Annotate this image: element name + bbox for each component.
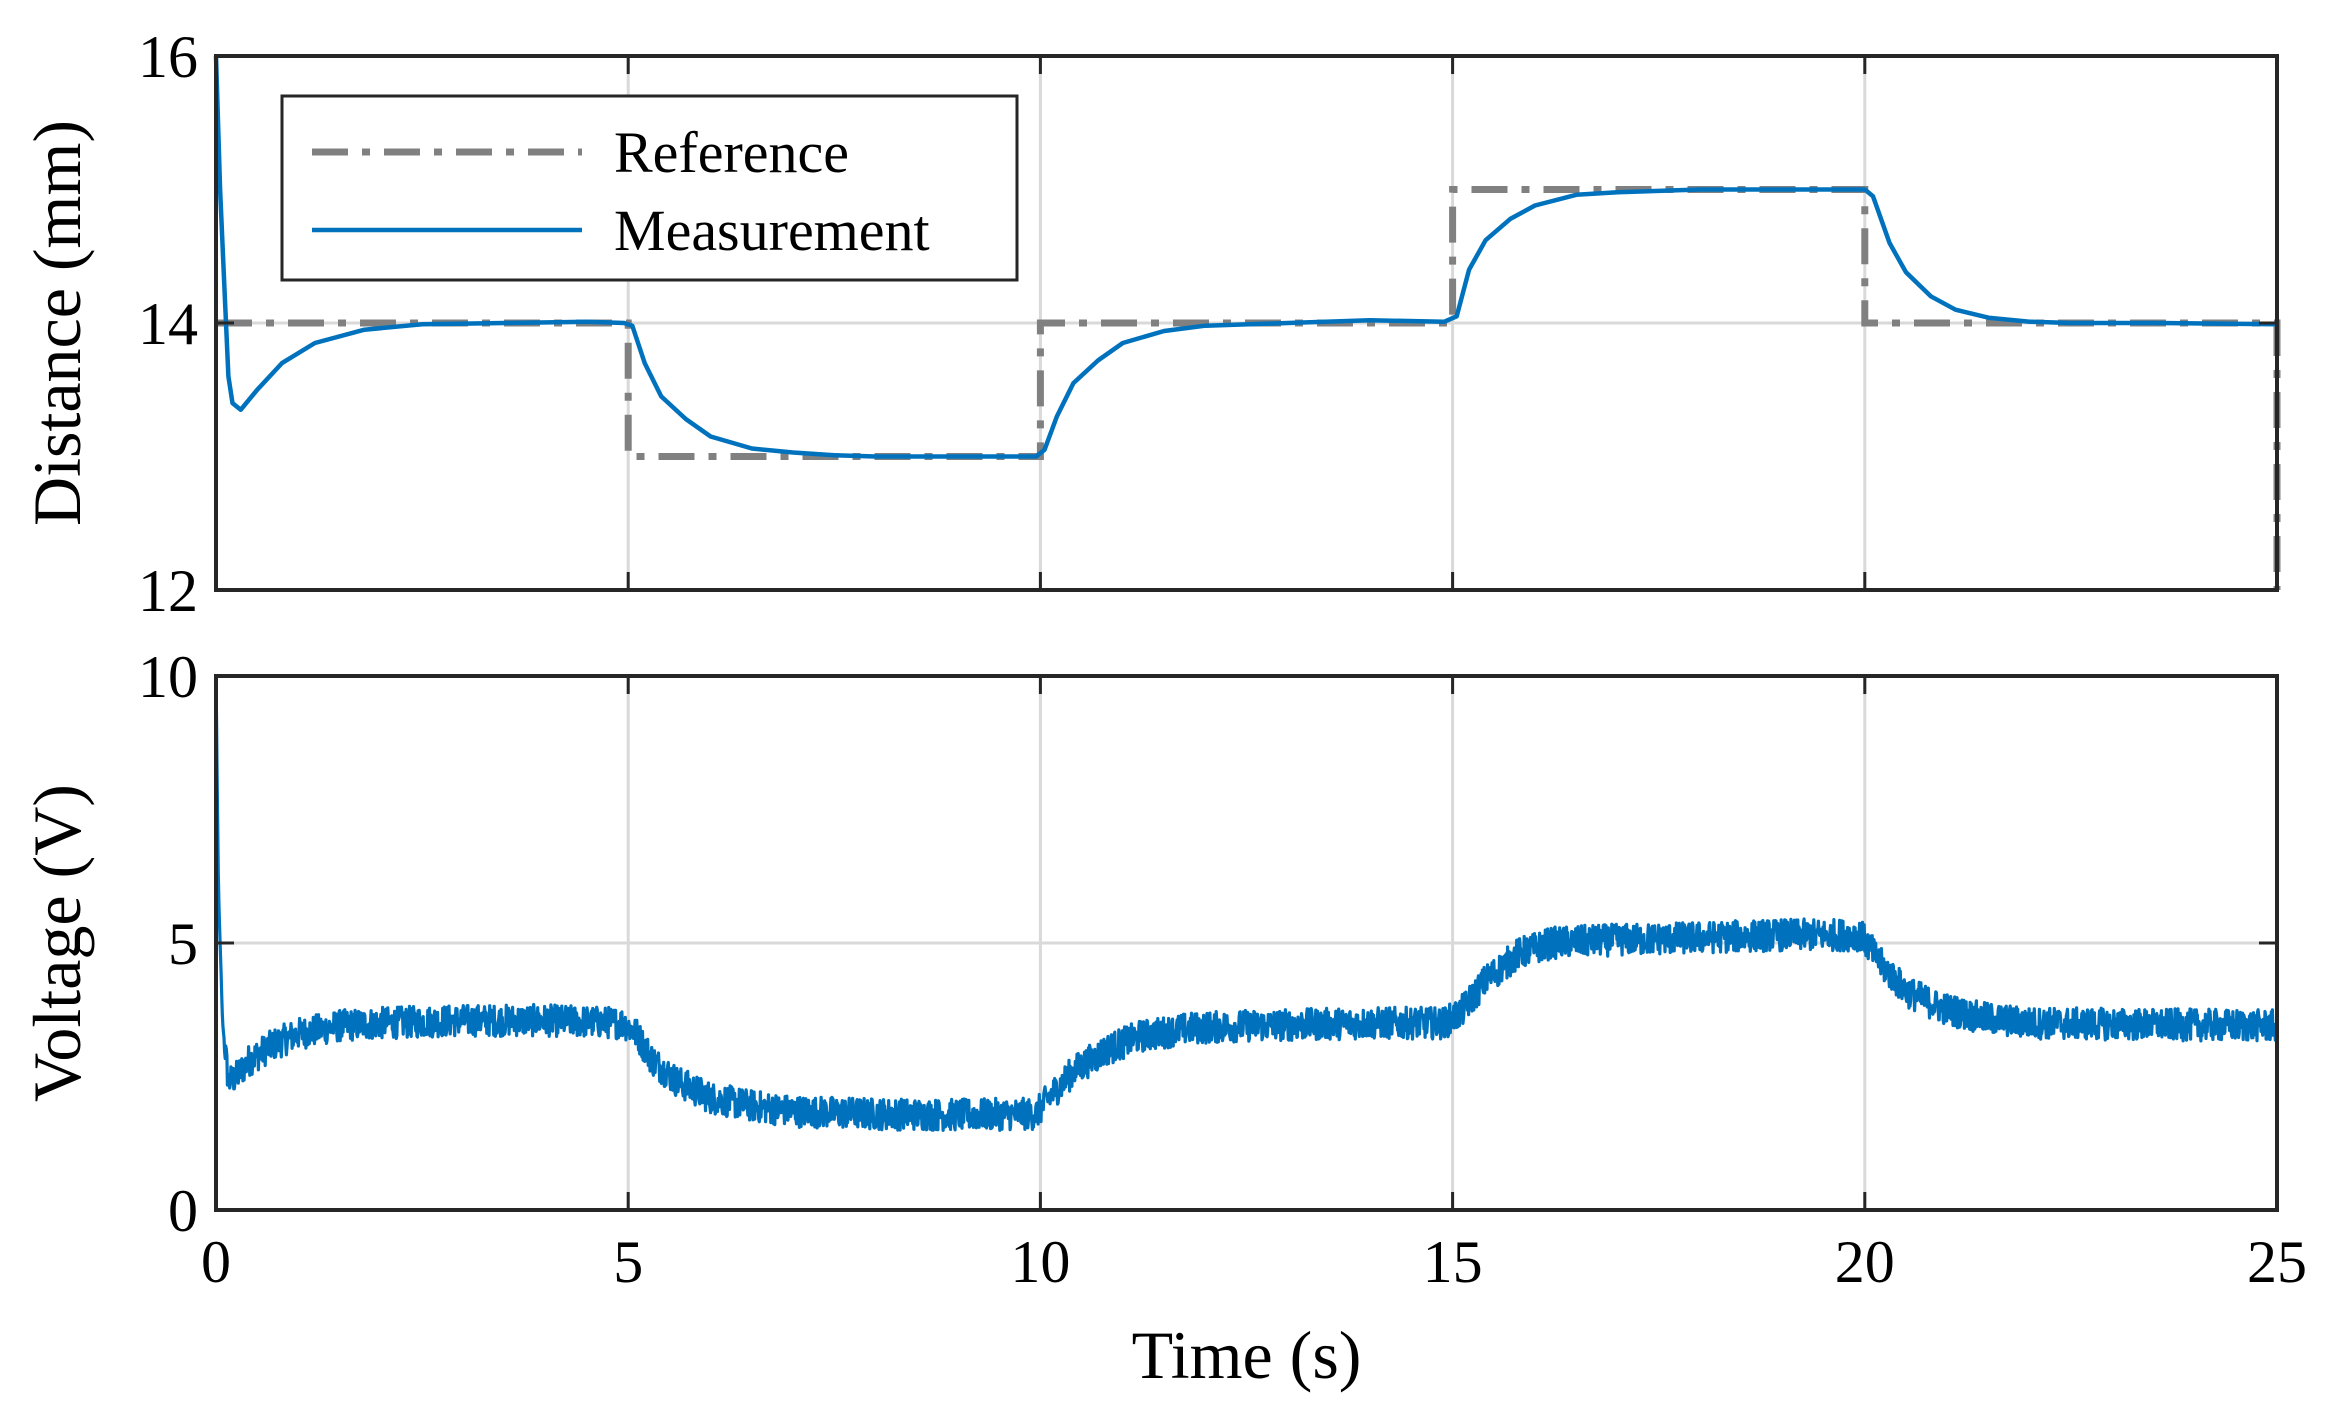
voltage-xtick-label: 25	[2247, 1229, 2307, 1295]
distance-ytick-label: 14	[138, 291, 198, 357]
voltage-xtick-label: 5	[613, 1229, 643, 1295]
voltage-y-axis-label: Voltage (V)	[19, 784, 95, 1102]
voltage-series-voltage	[214, 675, 2279, 1132]
voltage-panel: 0 5 10 15 20 25 0 5 10 Voltage (V) Time (s)	[19, 644, 2307, 1393]
distance-ytick-label: 16	[138, 24, 198, 90]
time-x-axis-label: Time (s)	[1132, 1317, 1362, 1393]
legend-label-measurement: Measurement	[614, 198, 930, 263]
voltage-ytick-label: 10	[138, 644, 198, 710]
voltage-xtick-label: 0	[201, 1229, 231, 1295]
voltage-ytick-label: 0	[168, 1178, 198, 1244]
voltage-ytick-label: 5	[168, 911, 198, 977]
distance-panel: 12 14 16 Distance (mm) Reference Measureme…	[19, 24, 2281, 624]
voltage-xtick-label: 15	[1423, 1229, 1483, 1295]
distance-ytick-label: 12	[138, 558, 198, 624]
distance-series-reference	[216, 186, 2281, 590]
distance-y-axis-label: Distance (mm)	[19, 120, 95, 526]
legend-box	[280, 94, 1019, 282]
distance-series-measurement	[213, 55, 2278, 459]
legend: Reference Measurement	[280, 94, 1019, 282]
legend-label-reference: Reference	[614, 120, 849, 185]
voltage-xtick-label: 10	[1010, 1229, 1070, 1295]
voltage-xtick-label: 20	[1835, 1229, 1895, 1295]
